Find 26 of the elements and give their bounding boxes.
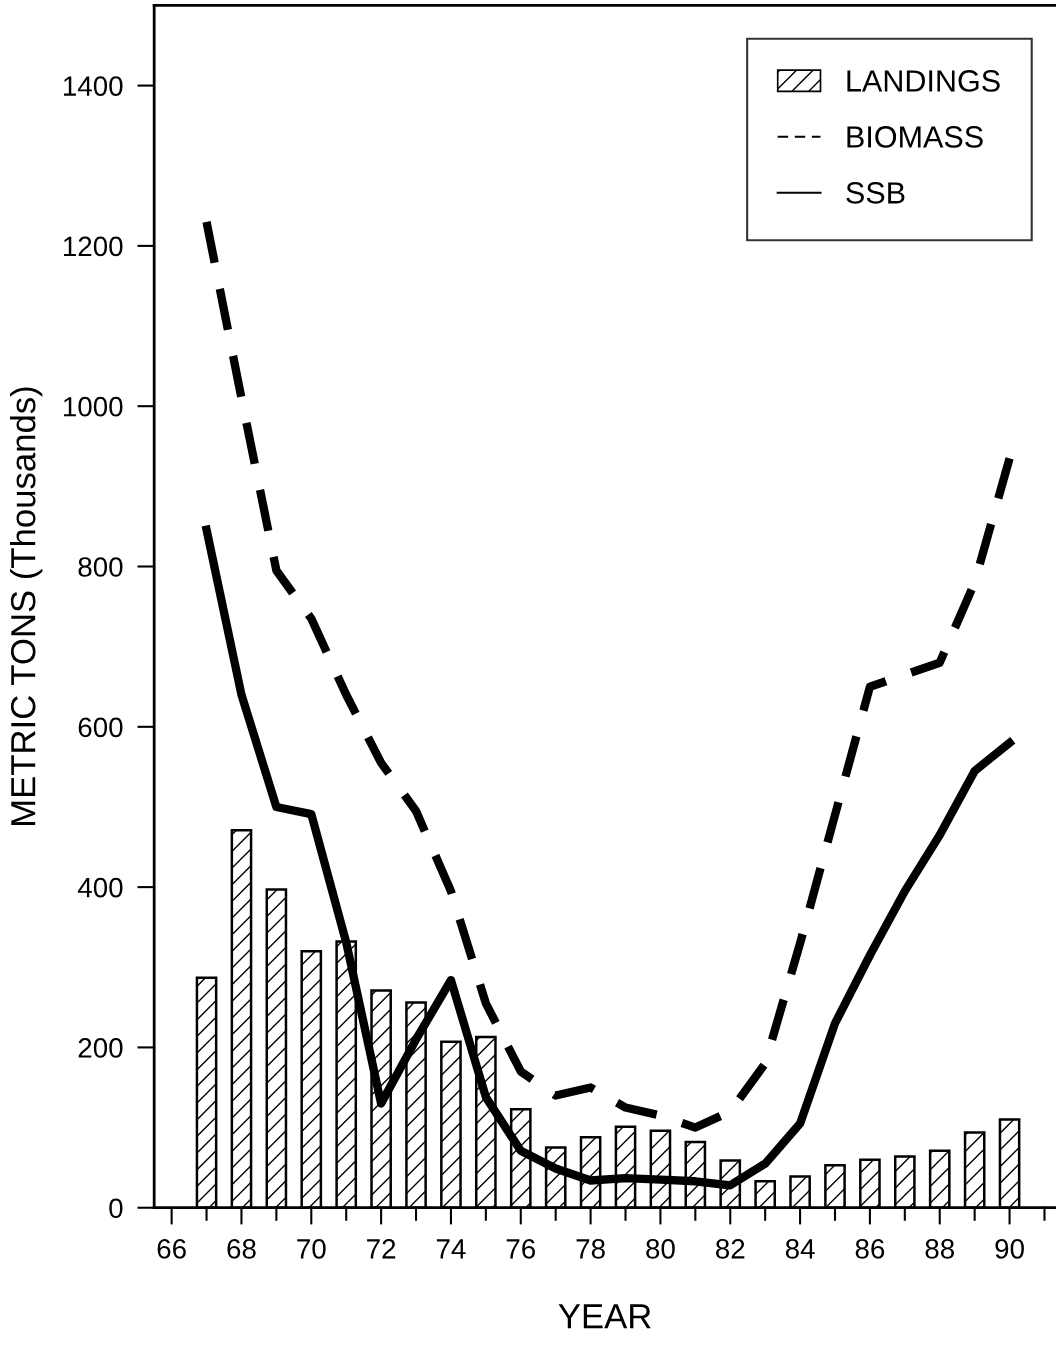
x-axis-title: YEAR <box>558 1304 651 1329</box>
y-tick-label: 1200 <box>63 236 123 257</box>
y-tick-label: 1000 <box>63 396 123 417</box>
x-tick-label: 86 <box>855 1239 885 1259</box>
x-tick-label: 84 <box>785 1239 815 1259</box>
x-tick-label: 68 <box>227 1239 256 1259</box>
y-tick-label: 200 <box>78 1038 123 1058</box>
x-tick-label: 76 <box>506 1239 535 1259</box>
y-tick-label: 800 <box>78 557 123 577</box>
x-tick-label: 74 <box>436 1239 466 1259</box>
x-tick-label: 78 <box>576 1239 605 1259</box>
x-tick-label: 72 <box>367 1239 396 1259</box>
x-tick-label: 80 <box>646 1239 675 1259</box>
x-tick-label: 70 <box>297 1239 326 1259</box>
y-axis-title: METRIC TONS (Thousands) <box>10 387 43 825</box>
x-tick-label: 82 <box>716 1239 745 1259</box>
y-tick-label: 600 <box>78 717 123 738</box>
x-tick-label: 90 <box>995 1239 1024 1259</box>
legend-label: BIOMASS <box>847 126 983 148</box>
legend-label: LANDINGS <box>847 70 1000 92</box>
x-tick-label: 66 <box>157 1239 186 1259</box>
x-tick-label: 88 <box>925 1239 954 1259</box>
y-tick-label: 400 <box>77 877 123 898</box>
y-tick-label: 0 <box>109 1198 123 1219</box>
legend-label: SSB <box>846 182 905 204</box>
y-tick-label: 1400 <box>63 76 123 96</box>
